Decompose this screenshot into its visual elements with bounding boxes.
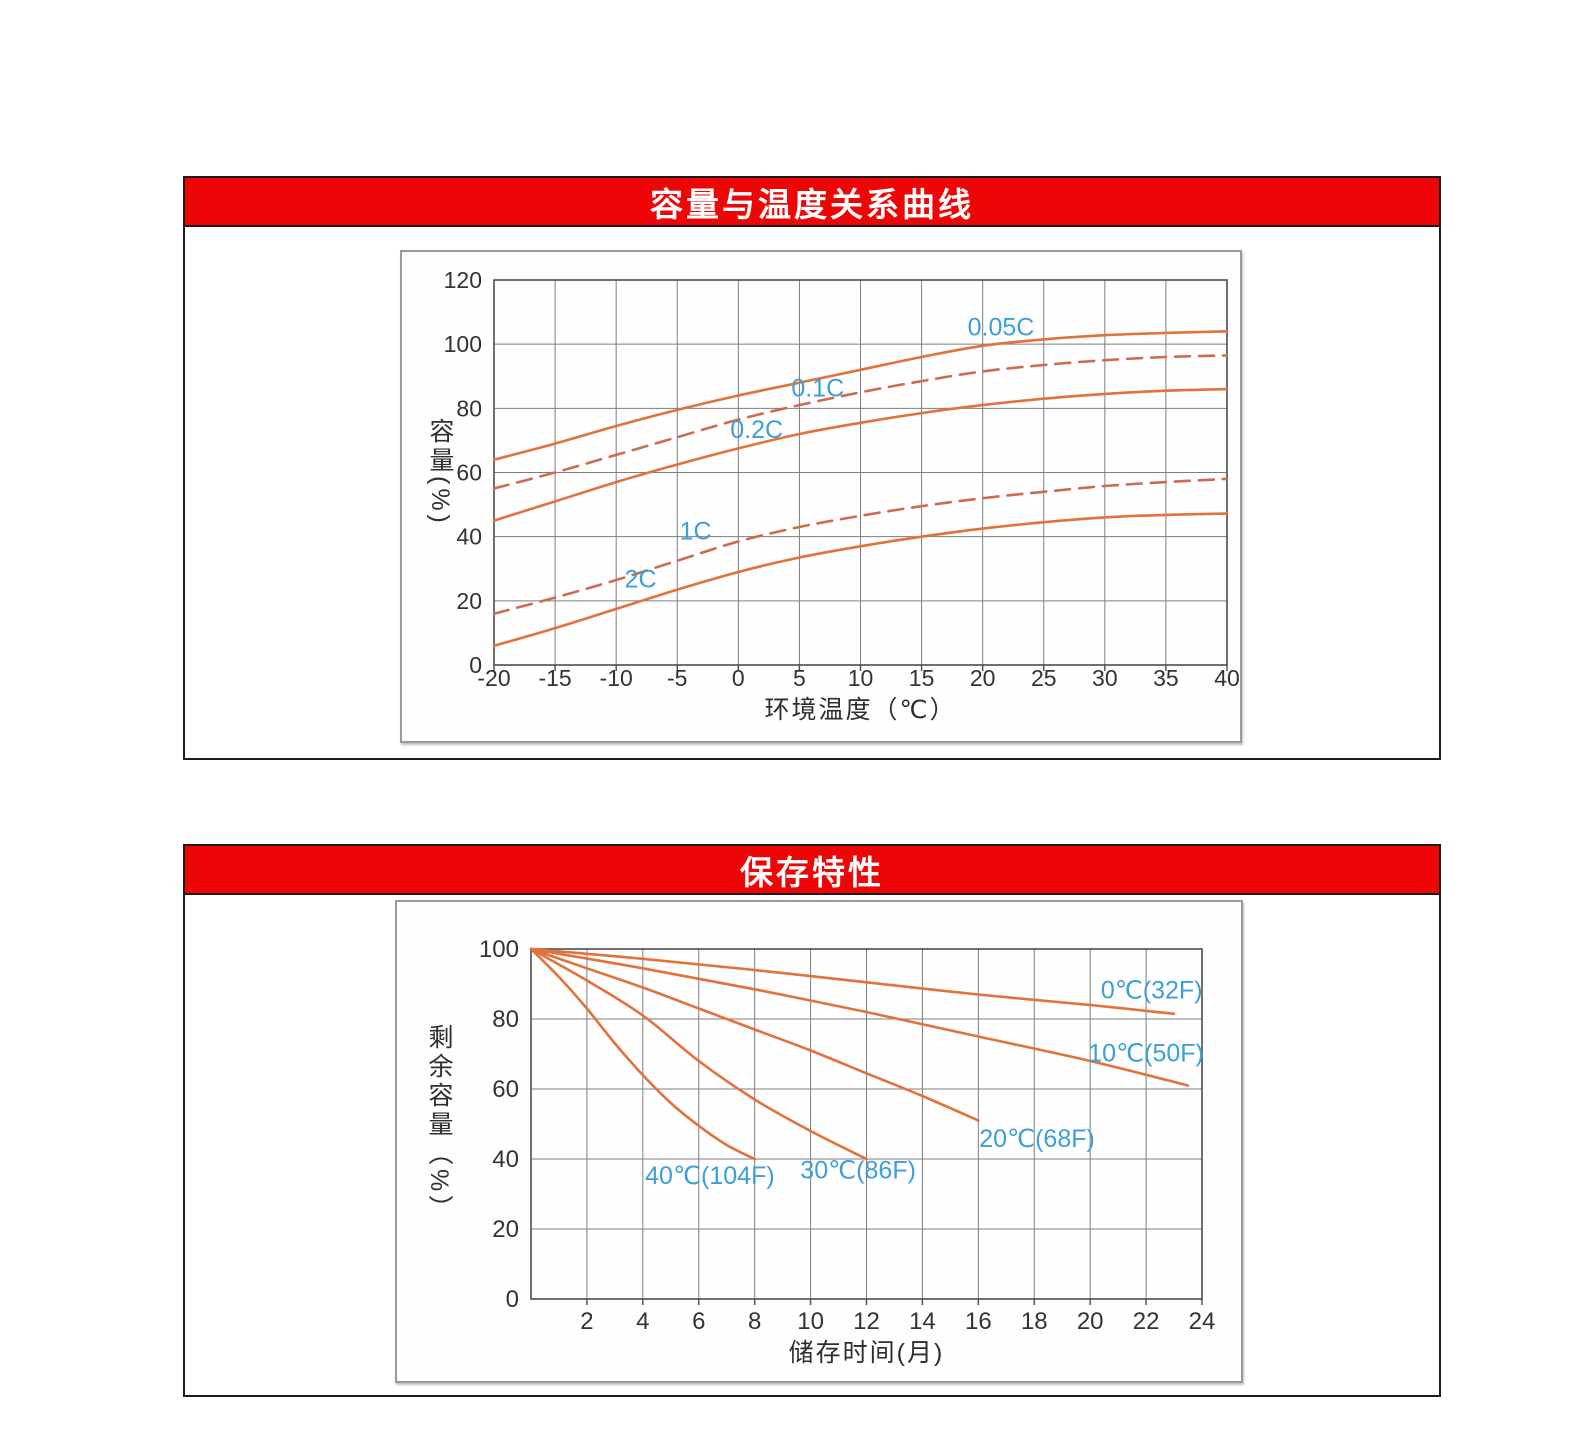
x-tick-label: 22: [1133, 1308, 1160, 1335]
curve-10℃(50F): [529, 947, 1190, 1087]
y-tick-label: 80: [456, 395, 482, 421]
curve-label-2C: 2C: [625, 565, 657, 593]
x-tick-label: 35: [1153, 665, 1179, 691]
x-tick-label: 25: [1031, 665, 1057, 691]
x-tick-label: -20: [477, 665, 510, 691]
curve-0.1C: [492, 354, 1229, 490]
x-tick-label: 18: [1021, 1308, 1048, 1335]
x-tick-label: 10: [797, 1308, 824, 1335]
curve-label-1C: 1C: [680, 517, 712, 545]
curve-0.2C: [492, 387, 1229, 522]
x-tick-label: 20: [1077, 1308, 1104, 1335]
y-tick-label: 0: [469, 652, 482, 678]
x-tick-label: 24: [1189, 1308, 1216, 1335]
curve-label-10℃(50F): 10℃(50F): [1088, 1039, 1204, 1067]
x-tick-label: 0: [732, 665, 745, 691]
x-tick-label: 16: [965, 1308, 992, 1335]
curve-label-0℃(32F): 0℃(32F): [1101, 976, 1203, 1004]
capacity-y-axis-label: 容量(%): [426, 418, 454, 527]
curve-0.05C: [492, 330, 1229, 461]
x-tick-label: 30: [1092, 665, 1118, 691]
storage-characteristics-banner: 保存特性: [183, 844, 1441, 895]
x-axis-label: 储存时间(月): [789, 1339, 945, 1367]
curve-30℃(86F): [529, 947, 868, 1161]
capacity-temperature-chart: -20 -15 -10 -5 0 5 10 15 20 25 30 35 40 0 20 40 60 80 100 1…: [444, 267, 1240, 724]
tick-labels: -20 -15 -10 -5 0 5 10 15 20 25 30 35 40 0 20 40 60 80 100 1…: [444, 267, 1240, 691]
x-tick-label: 40: [1214, 665, 1240, 691]
curve-20℃(68F): [529, 947, 980, 1122]
storage-characteristics-section: 保存特性 2 4 6 8 10 12 14 16 18 20 22 24 0 20 40 60 80 100 储存时…: [183, 844, 1441, 1397]
capacity-temperature-title: 容量与温度关系曲线: [650, 185, 974, 223]
curve-label-0.1C: 0.1C: [791, 374, 844, 402]
storage-characteristics-chart-box: 2 4 6 8 10 12 14 16 18 20 22 24 0 20 40 60 80 100 储存时间(月) 0…: [395, 900, 1243, 1383]
x-tick-label: -5: [667, 665, 687, 691]
y-tick-label: 100: [444, 331, 482, 357]
y-tick-label: 40: [456, 524, 482, 550]
curve-2C: [492, 512, 1229, 648]
x-tick-label: 5: [793, 665, 806, 691]
x-axis-label: 环境温度（℃）: [764, 696, 956, 724]
curve-1C: [492, 477, 1229, 615]
curve-label-40℃(104F): 40℃(104F): [645, 1162, 775, 1190]
y-tick-label: 40: [492, 1146, 519, 1173]
x-tick-label: 6: [692, 1308, 705, 1335]
x-tick-label: 14: [909, 1308, 936, 1335]
storage-characteristics-chart: 2 4 6 8 10 12 14 16 18 20 22 24020406080100储存时间(月)0…: [479, 936, 1215, 1367]
curve-40℃(104F): [529, 947, 756, 1161]
curve-label-0.05C: 0.05C: [968, 314, 1035, 342]
y-tick-label: 60: [456, 460, 482, 486]
x-tick-label: 8: [748, 1308, 761, 1335]
x-tick-label: 12: [853, 1308, 880, 1335]
y-tick-label: 120: [444, 267, 482, 293]
capacity-temperature-chart-box: -20 -15 -10 -5 0 5 10 15 20 25 30 35 40 0 20 40 60 80 100 1…: [400, 250, 1242, 743]
y-tick-label: 60: [492, 1076, 519, 1103]
axis-tick-marks: [586, 1299, 1203, 1305]
axis-tick-marks: [493, 665, 1228, 671]
curve-label-0.2C: 0.2C: [730, 416, 783, 444]
x-tick-label: 20: [970, 665, 996, 691]
x-tick-label: 2: [580, 1308, 593, 1335]
x-tick-label: -10: [600, 665, 633, 691]
capacity-temperature-section: 容量与温度关系曲线 -20 -15 -10 -5 0 5 10 15 20 25 30 35 40 0 20…: [183, 176, 1441, 760]
y-tick-label: 20: [456, 588, 482, 614]
x-tick-label: 15: [909, 665, 935, 691]
x-tick-label: -15: [538, 665, 571, 691]
storage-characteristics-title: 保存特性: [740, 853, 884, 891]
y-tick-label: 100: [479, 936, 519, 963]
y-tick-label: 0: [506, 1286, 519, 1313]
curve-0℃(32F): [529, 947, 1176, 1016]
y-tick-label: 20: [492, 1216, 519, 1243]
y-tick-label: 80: [492, 1006, 519, 1033]
curve-label-20℃(68F): 20℃(68F): [979, 1125, 1095, 1153]
capacity-temperature-banner: 容量与温度关系曲线: [183, 176, 1441, 227]
x-tick-label: 10: [848, 665, 874, 691]
x-tick-label: 4: [636, 1308, 649, 1335]
curve-label-30℃(86F): 30℃(86F): [800, 1157, 916, 1185]
gridlines: [493, 279, 1228, 666]
remaining-capacity-y-axis-label: 剩余容量（%）: [425, 1023, 453, 1225]
